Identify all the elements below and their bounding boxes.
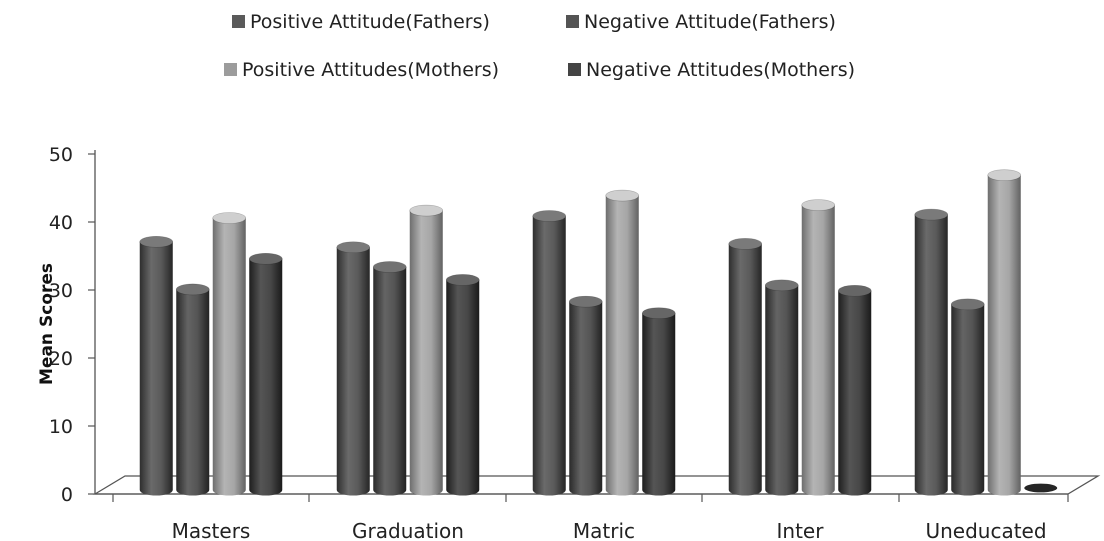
bar-body <box>728 243 762 496</box>
bar-top <box>445 274 480 286</box>
legend-item: Negative Attitude(Fathers) <box>566 11 836 33</box>
bar-body <box>987 175 1021 496</box>
bar-body <box>212 218 246 496</box>
bar-body <box>642 313 676 496</box>
bar-top <box>372 261 407 273</box>
bar <box>568 295 603 496</box>
bar-body <box>532 215 566 496</box>
bar <box>248 252 283 496</box>
bar <box>532 210 567 496</box>
bar <box>987 169 1022 496</box>
bar-top <box>248 252 283 265</box>
bar <box>950 298 985 496</box>
bar-body <box>409 210 443 496</box>
bar-top <box>801 199 836 211</box>
bar-body <box>765 285 799 496</box>
bar-body <box>801 205 835 496</box>
bar <box>409 204 444 496</box>
legend-label: Negative Attitude(Fathers) <box>584 11 836 33</box>
bar <box>212 212 247 496</box>
bar-body <box>139 241 173 496</box>
bar-body <box>914 214 948 496</box>
bar-top <box>837 284 872 297</box>
y-tick-label: 30 <box>49 280 73 302</box>
bar-top <box>914 208 949 221</box>
legend-swatch <box>224 63 237 76</box>
y-tick-label: 10 <box>49 416 73 438</box>
chart-legend: Positive Attitude(Fathers) Negative Atti… <box>224 11 855 81</box>
bar <box>728 238 763 496</box>
bar-body <box>176 289 210 496</box>
bar-top <box>532 210 567 222</box>
bar-body <box>569 301 603 496</box>
bar-top <box>764 279 799 292</box>
legend-item: Positive Attitude(Fathers) <box>232 11 490 33</box>
bar-top <box>728 238 763 250</box>
x-category-labels: Masters Graduation Matric Inter Uneducated <box>172 519 1047 541</box>
x-category-label: Masters <box>172 519 251 541</box>
bar <box>837 284 872 496</box>
bar <box>175 283 210 496</box>
bar-top <box>987 169 1022 181</box>
bar-body <box>446 279 480 496</box>
bar-top <box>568 295 603 308</box>
legend-label: Positive Attitudes(Mothers) <box>242 59 499 81</box>
x-category-label: Uneducated <box>925 519 1046 541</box>
bar <box>1024 483 1058 493</box>
bar <box>764 279 799 496</box>
bar-top <box>212 212 247 224</box>
legend-label: Positive Attitude(Fathers) <box>250 11 490 33</box>
legend-swatch <box>568 63 581 76</box>
bar-body <box>336 247 370 496</box>
legend-item: Positive Attitudes(Mothers) <box>224 59 499 81</box>
y-tick-label: 50 <box>49 144 73 166</box>
bar <box>801 199 836 496</box>
bar-top <box>336 241 371 254</box>
bar-body <box>951 304 985 496</box>
bar <box>445 274 480 496</box>
legend-label: Negative Attitudes(Mothers) <box>586 59 855 81</box>
y-tick-label: 20 <box>49 348 73 370</box>
bar <box>372 261 407 496</box>
legend-swatch <box>232 15 245 28</box>
bar-top <box>641 307 676 320</box>
y-axis-label: Mean Scores <box>37 263 57 385</box>
bar-top <box>175 283 210 296</box>
bar-top <box>409 204 444 217</box>
legend-swatch <box>566 15 579 28</box>
bar-top <box>1024 483 1058 493</box>
bar-body <box>373 266 407 496</box>
bar <box>139 236 174 496</box>
chart-bars <box>139 169 1058 496</box>
bar-top <box>605 189 640 202</box>
legend-item: Negative Attitudes(Mothers) <box>568 59 855 81</box>
bar-body <box>838 290 872 496</box>
bar-body <box>605 195 639 496</box>
bar-body <box>249 258 283 496</box>
bar-top <box>139 236 174 248</box>
bar <box>914 208 949 496</box>
y-tick-label: 40 <box>49 212 73 234</box>
x-category-label: Graduation <box>352 519 464 541</box>
y-tick-label: 0 <box>61 484 73 506</box>
bar-top <box>950 298 985 311</box>
x-category-label: Matric <box>573 519 635 541</box>
bar <box>336 241 371 496</box>
bar <box>605 189 640 496</box>
bar <box>641 307 676 496</box>
x-category-label: Inter <box>777 519 825 541</box>
y-tick-labels: 0 10 20 30 40 50 <box>49 144 73 506</box>
